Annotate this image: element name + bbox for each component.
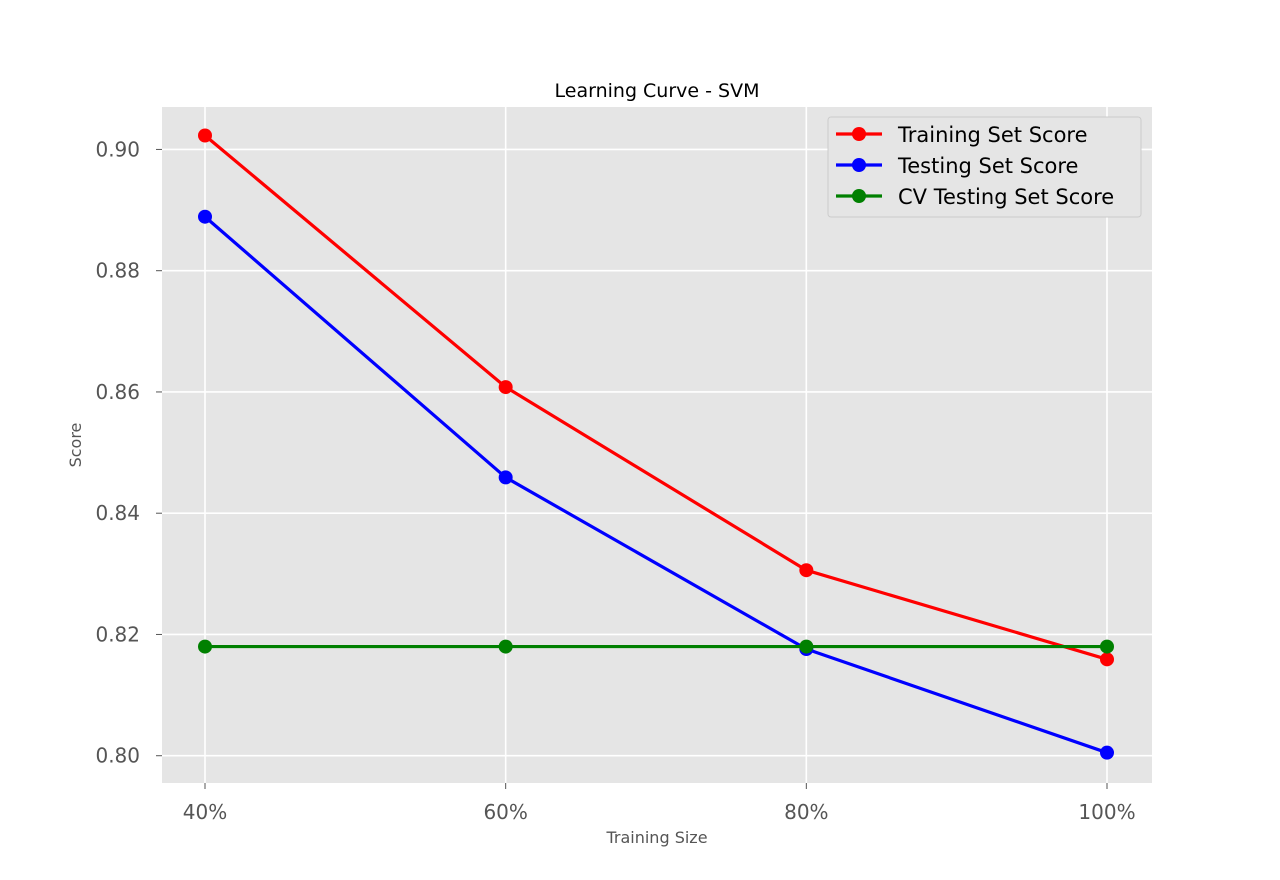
legend-cv-testing-set-score-marker xyxy=(852,189,866,203)
y-tick-label: 0.88 xyxy=(95,259,140,283)
plot-area xyxy=(162,107,1152,783)
x-axis-label: Training Size xyxy=(605,828,707,847)
training-set-score-point xyxy=(198,128,212,143)
legend-training-set-score-label: Training Set Score xyxy=(897,123,1088,147)
testing-set-score-point xyxy=(198,209,212,224)
x-tick-label: 60% xyxy=(483,800,527,824)
y-tick-label: 0.82 xyxy=(95,622,140,646)
series-group xyxy=(198,128,1114,760)
y-tick-label: 0.86 xyxy=(95,380,140,404)
grid-lines xyxy=(162,107,1152,783)
legend-testing-set-score-label: Testing Set Score xyxy=(897,154,1078,178)
x-tick-label: 40% xyxy=(183,800,227,824)
y-axis-label: Score xyxy=(66,423,85,468)
x-tick-label: 100% xyxy=(1078,800,1135,824)
y-tick-label: 0.80 xyxy=(95,744,140,768)
x-tick-label: 80% xyxy=(784,800,828,824)
y-axis-ticks: 0.80 0.82 0.84 0.86 0.88 0.90 xyxy=(95,137,162,768)
training-set-score-point xyxy=(799,563,814,578)
chart-title: Learning Curve - SVM xyxy=(555,80,760,102)
testing-set-score-point xyxy=(1100,745,1114,760)
legend-cv-testing-set-score-label: CV Testing Set Score xyxy=(898,185,1114,209)
legend-box xyxy=(827,116,1142,218)
legend-training-set-score-marker xyxy=(852,127,866,141)
training-set-score-point xyxy=(1100,652,1114,667)
testing-set-score-line xyxy=(203,215,1108,755)
y-tick-label: 0.84 xyxy=(95,501,140,525)
legend-testing-set-score-marker xyxy=(852,158,866,172)
legend: Training Set Score Testing Set Score CV Te… xyxy=(827,116,1142,218)
cv-testing-set-score-point xyxy=(799,639,814,654)
cv-testing-set-score-point xyxy=(1100,639,1114,654)
training-set-score-point xyxy=(498,380,513,395)
y-tick-label: 0.90 xyxy=(95,137,140,161)
cv-testing-set-score-point xyxy=(198,639,212,654)
x-axis-ticks: 40% 60% 80% 100% xyxy=(183,783,1136,824)
training-set-score-line xyxy=(203,134,1108,661)
cv-testing-set-score-point xyxy=(498,639,513,654)
testing-set-score-point xyxy=(498,470,513,485)
